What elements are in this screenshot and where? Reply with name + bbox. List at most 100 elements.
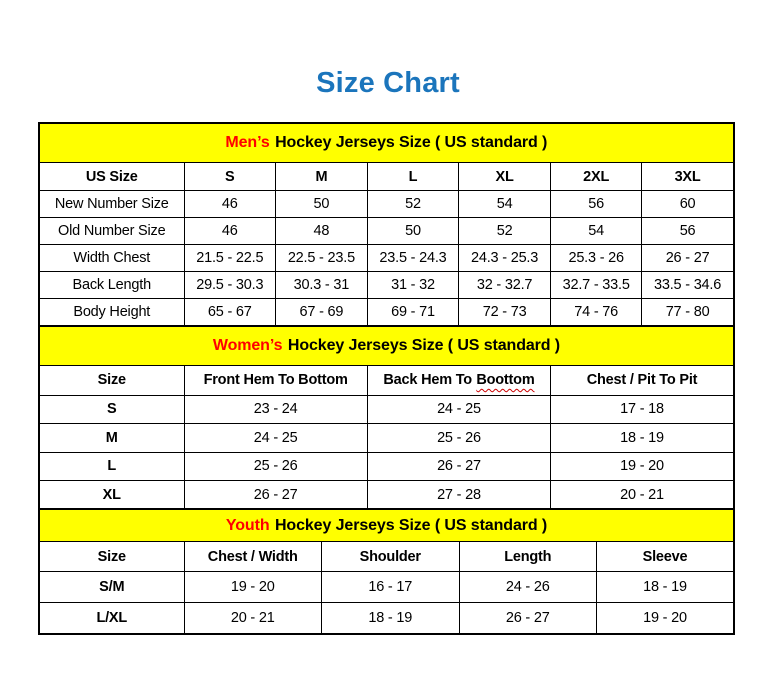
size-value: 60 <box>641 190 735 218</box>
col-header: M <box>275 162 368 191</box>
mens-section-accent: Men’s <box>225 134 270 151</box>
row-label: XL <box>38 480 185 510</box>
col-header: Chest / Pit To Pit <box>550 364 735 396</box>
col-header: Size <box>38 364 185 396</box>
womens-section-title-rest: Hockey Jerseys Size ( US standard ) <box>287 336 561 354</box>
table-row: XL 26 - 27 27 - 28 20 - 21 <box>38 480 735 510</box>
size-value: 65 - 67 <box>183 298 277 326</box>
size-value: 32 - 32.7 <box>458 271 551 299</box>
size-value: 52 <box>366 190 460 218</box>
mens-section-title-rest: Hockey Jerseys Size ( US standard ) <box>275 134 548 151</box>
table-row: S/M 19 - 20 16 - 17 24 - 26 18 - 19 <box>38 571 735 603</box>
col-header: Sleeve <box>596 541 735 572</box>
womens-header-row: Size Front Hem To Bottom Back Hem To Boot… <box>38 364 735 396</box>
youth-size-table: Youth Hockey Jerseys Size ( US standard )… <box>38 508 735 635</box>
size-value: 23.5 - 24.3 <box>366 244 460 272</box>
mens-section-header-row: Men’s Hockey Jerseys Size ( US standard ) <box>38 122 735 163</box>
size-value: 29.5 - 30.3 <box>183 271 277 299</box>
size-value: 27 - 28 <box>366 480 552 510</box>
table-row: Body Height 65 - 67 67 - 69 69 - 71 72 -… <box>38 298 735 326</box>
size-value: 32.7 - 33.5 <box>549 271 643 299</box>
size-chart-tables: Men’s Hockey Jerseys Size ( US standard )… <box>38 122 735 635</box>
size-value: 20 - 21 <box>550 480 735 510</box>
size-value: 67 - 69 <box>275 298 368 326</box>
col-header: Shoulder <box>321 541 460 572</box>
table-row: S 23 - 24 24 - 25 17 - 18 <box>38 394 735 424</box>
size-value: 56 <box>549 190 643 218</box>
youth-header-row: Size Chest / Width Shoulder Length Sleev… <box>38 541 735 572</box>
col-header: Back Hem To Boottom <box>366 364 552 396</box>
col-header: 2XL <box>549 162 643 191</box>
size-value: 19 - 20 <box>596 602 735 634</box>
size-value: 21.5 - 22.5 <box>183 244 277 272</box>
size-value: 19 - 20 <box>183 571 322 603</box>
size-value: 50 <box>275 190 368 218</box>
col-header-text: Back Hem To <box>383 372 472 388</box>
size-value: 50 <box>366 217 460 245</box>
size-value: 24 - 25 <box>183 423 368 453</box>
table-row: L 25 - 26 26 - 27 19 - 20 <box>38 451 735 481</box>
row-label: M <box>38 423 185 453</box>
mens-size-table: Men’s Hockey Jerseys Size ( US standard )… <box>38 122 735 327</box>
size-value: 18 - 19 <box>596 571 735 603</box>
row-label: Back Length <box>38 271 185 299</box>
row-label: S/M <box>38 571 185 603</box>
size-value: 26 - 27 <box>641 244 735 272</box>
row-label: L/XL <box>38 602 185 634</box>
col-header: US Size <box>38 162 185 191</box>
womens-size-table: Women’s Hockey Jerseys Size ( US standard… <box>38 324 735 510</box>
size-value: 72 - 73 <box>458 298 551 326</box>
row-label: Old Number Size <box>38 217 185 245</box>
size-value: 25.3 - 26 <box>549 244 643 272</box>
youth-section-title-rest: Hockey Jerseys Size ( US standard ) <box>274 516 548 534</box>
size-value: 17 - 18 <box>550 394 735 424</box>
row-label: New Number Size <box>38 190 185 218</box>
size-value: 77 - 80 <box>641 298 735 326</box>
size-value: 46 <box>183 190 277 218</box>
womens-section-header: Women’s Hockey Jerseys Size ( US standard… <box>38 325 735 366</box>
size-value: 54 <box>458 190 551 218</box>
womens-section-header-row: Women’s Hockey Jerseys Size ( US standard… <box>38 325 735 366</box>
col-header: L <box>366 162 460 191</box>
size-value: 48 <box>275 217 368 245</box>
size-value: 31 - 32 <box>366 271 460 299</box>
size-value: 26 - 27 <box>458 602 597 634</box>
col-header: Size <box>38 541 185 572</box>
size-value: 26 - 27 <box>366 451 552 481</box>
table-row: Old Number Size 46 48 50 52 54 56 <box>38 217 735 245</box>
youth-section-header: Youth Hockey Jerseys Size ( US standard ) <box>38 508 735 542</box>
size-value: 69 - 71 <box>366 298 460 326</box>
col-header: Front Hem To Bottom <box>183 364 368 396</box>
mens-header-row: US Size S M L XL 2XL 3XL <box>38 162 735 191</box>
size-value: 19 - 20 <box>550 451 735 481</box>
col-header: Chest / Width <box>183 541 322 572</box>
youth-section-header-row: Youth Hockey Jerseys Size ( US standard ) <box>38 508 735 542</box>
col-header: 3XL <box>641 162 735 191</box>
page-title: Size Chart <box>316 67 460 99</box>
size-value: 26 - 27 <box>183 480 368 510</box>
table-row: New Number Size 46 50 52 54 56 60 <box>38 190 735 218</box>
size-value: 20 - 21 <box>183 602 322 634</box>
size-value: 46 <box>183 217 277 245</box>
table-row: M 24 - 25 25 - 26 18 - 19 <box>38 423 735 453</box>
size-value: 18 - 19 <box>550 423 735 453</box>
size-value: 30.3 - 31 <box>275 271 368 299</box>
misspelled-word: Boottom <box>476 372 535 388</box>
mens-section-header: Men’s Hockey Jerseys Size ( US standard ) <box>38 122 735 163</box>
size-value: 33.5 - 34.6 <box>641 271 735 299</box>
table-row: Back Length 29.5 - 30.3 30.3 - 31 31 - 3… <box>38 271 735 299</box>
size-value: 24 - 25 <box>366 394 552 424</box>
col-header: Length <box>458 541 597 572</box>
table-row: L/XL 20 - 21 18 - 19 26 - 27 19 - 20 <box>38 602 735 634</box>
row-label: L <box>38 451 185 481</box>
size-value: 25 - 26 <box>183 451 368 481</box>
size-value: 52 <box>458 217 551 245</box>
youth-section-accent: Youth <box>225 516 270 534</box>
size-value: 74 - 76 <box>549 298 643 326</box>
col-header: S <box>183 162 277 191</box>
size-value: 25 - 26 <box>366 423 552 453</box>
size-value: 16 - 17 <box>321 571 460 603</box>
table-row: Width Chest 21.5 - 22.5 22.5 - 23.5 23.5… <box>38 244 735 272</box>
size-value: 54 <box>549 217 643 245</box>
size-value: 24 - 26 <box>458 571 597 603</box>
